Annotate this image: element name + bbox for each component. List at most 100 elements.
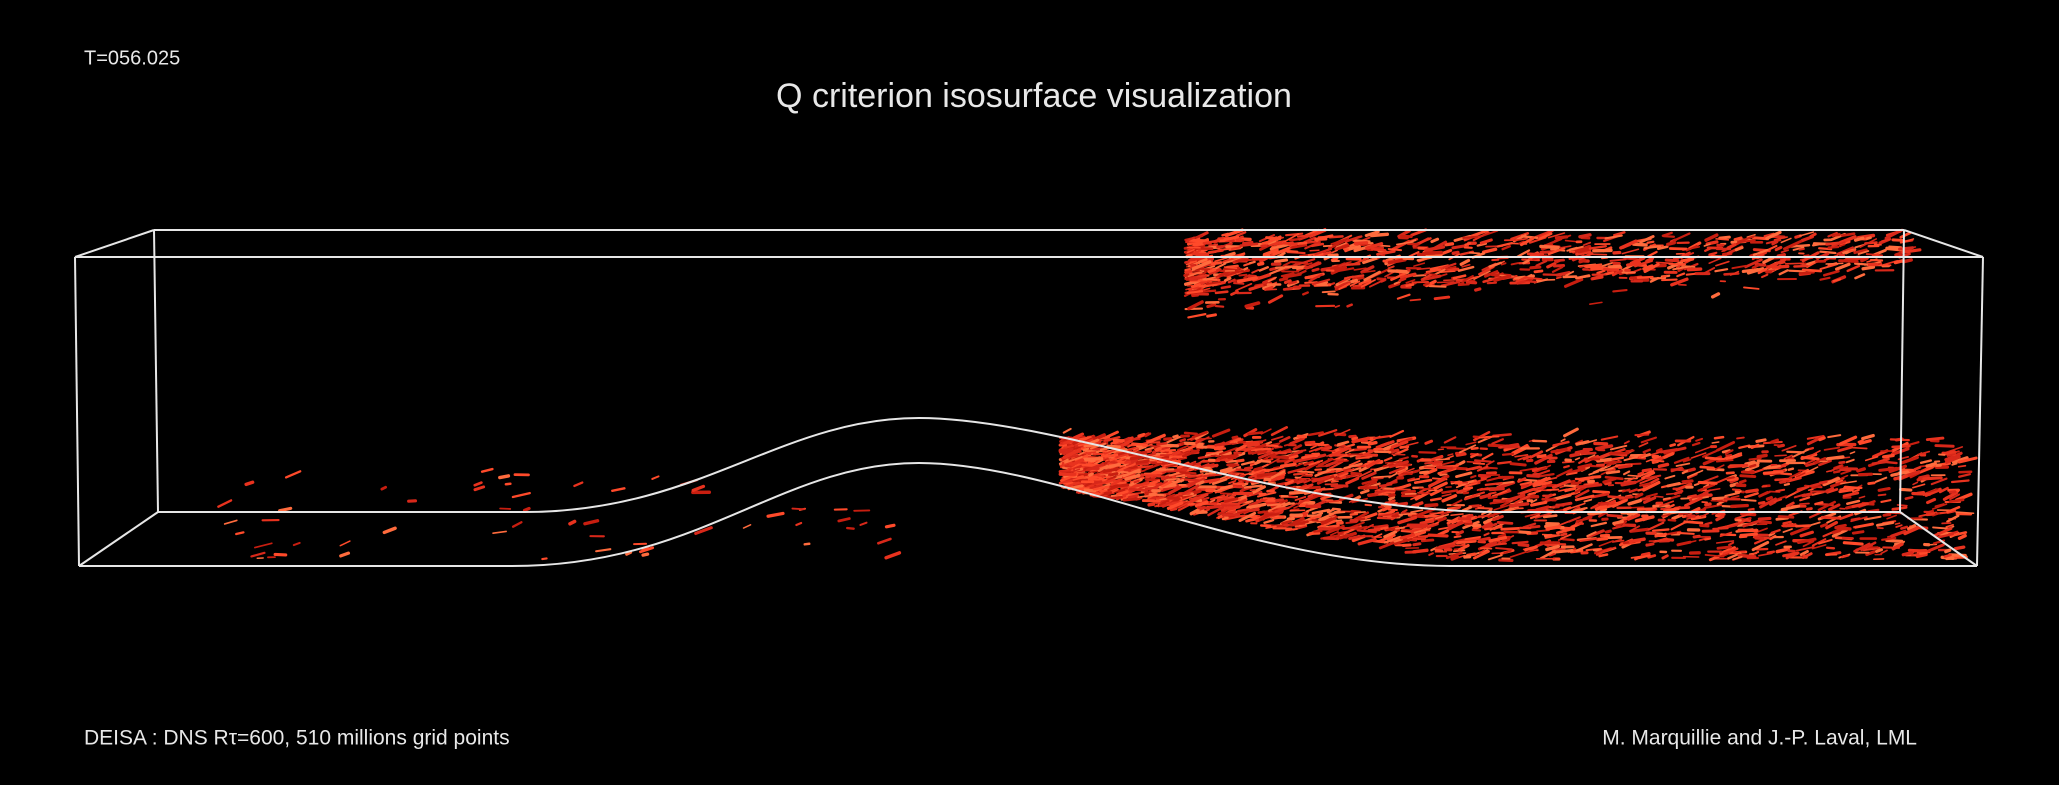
vortex bbox=[1807, 509, 1811, 510]
vortex bbox=[1827, 548, 1834, 549]
vortex bbox=[1267, 459, 1273, 460]
vortex bbox=[1903, 553, 1912, 555]
vortex bbox=[1666, 260, 1678, 261]
vortex bbox=[1481, 495, 1489, 497]
vortex bbox=[1460, 462, 1464, 464]
vortex bbox=[1139, 435, 1144, 436]
vortex bbox=[1773, 266, 1788, 267]
vortex bbox=[1727, 455, 1731, 456]
vortex bbox=[1959, 466, 1966, 467]
vortex bbox=[1234, 484, 1244, 485]
vortex bbox=[1502, 528, 1519, 529]
vortex bbox=[1350, 436, 1356, 437]
vortex bbox=[1776, 247, 1781, 249]
vortex bbox=[1229, 473, 1244, 474]
vortex bbox=[1800, 249, 1804, 250]
vortex bbox=[1822, 517, 1838, 518]
vortex bbox=[1436, 459, 1449, 460]
vortex bbox=[1682, 259, 1693, 261]
vortex bbox=[1489, 445, 1505, 446]
vortex bbox=[1453, 252, 1458, 253]
vortex bbox=[1828, 457, 1843, 459]
vortex bbox=[1913, 494, 1930, 495]
vortex bbox=[1942, 557, 1953, 558]
vortex bbox=[1767, 498, 1771, 499]
vortex bbox=[1094, 454, 1103, 455]
vortex bbox=[1618, 271, 1622, 273]
vortex bbox=[1222, 287, 1230, 288]
vortex bbox=[1610, 266, 1620, 267]
vortex bbox=[1749, 509, 1754, 510]
vortex bbox=[1351, 514, 1357, 515]
vortex bbox=[1473, 525, 1479, 526]
vortex bbox=[1678, 533, 1694, 534]
vortex bbox=[1668, 243, 1674, 245]
vortex bbox=[1594, 491, 1609, 492]
vortex bbox=[1288, 519, 1293, 520]
vortex bbox=[1718, 547, 1731, 548]
vortex bbox=[1705, 539, 1710, 540]
vortex bbox=[1135, 481, 1139, 482]
vortex bbox=[1858, 469, 1864, 471]
vortex bbox=[1544, 516, 1556, 517]
vortex bbox=[1950, 492, 1955, 493]
vortex bbox=[1424, 253, 1442, 254]
vortex bbox=[1607, 472, 1619, 473]
vortex bbox=[1085, 445, 1096, 446]
vortex bbox=[1528, 476, 1539, 477]
vortex bbox=[1759, 518, 1770, 519]
vortex bbox=[1480, 538, 1489, 540]
vortex bbox=[1852, 518, 1860, 519]
vortex bbox=[1491, 503, 1495, 504]
vortex bbox=[1414, 470, 1419, 472]
vortex bbox=[1457, 541, 1475, 543]
vortex bbox=[1899, 248, 1912, 249]
vortex bbox=[1352, 473, 1361, 474]
vortex bbox=[1226, 253, 1234, 255]
vortex bbox=[1875, 244, 1881, 245]
vortex bbox=[1417, 268, 1429, 269]
vortex bbox=[1885, 462, 1896, 463]
vortex bbox=[1498, 522, 1512, 523]
vortex bbox=[1563, 539, 1573, 540]
vortex bbox=[1779, 517, 1793, 518]
vortex bbox=[1741, 476, 1755, 477]
vortex bbox=[1687, 274, 1695, 275]
vortex bbox=[1564, 466, 1569, 467]
vortex bbox=[1598, 538, 1607, 539]
vortex bbox=[1223, 234, 1228, 235]
vortex bbox=[1190, 278, 1199, 279]
vortex bbox=[1891, 439, 1909, 440]
vortex bbox=[1303, 512, 1307, 514]
vortex bbox=[1157, 443, 1165, 444]
vortex bbox=[1950, 500, 1963, 502]
vortex bbox=[1632, 507, 1644, 508]
vortex bbox=[1238, 460, 1243, 461]
vortex bbox=[1298, 471, 1314, 472]
vortex bbox=[1511, 504, 1528, 506]
vortex bbox=[1130, 489, 1147, 491]
vortex bbox=[1519, 545, 1528, 546]
vortex bbox=[1706, 523, 1712, 525]
vortex bbox=[1735, 238, 1741, 240]
vortex bbox=[1194, 244, 1202, 245]
vortex bbox=[1133, 444, 1147, 445]
vortex bbox=[1431, 499, 1441, 501]
vortex bbox=[1873, 462, 1885, 464]
vortex bbox=[1586, 485, 1600, 487]
vortex bbox=[1239, 275, 1246, 276]
vortex bbox=[1669, 264, 1685, 265]
vortex bbox=[1241, 244, 1257, 246]
vortex bbox=[1229, 507, 1239, 509]
vortex bbox=[1317, 285, 1327, 286]
vortex bbox=[1879, 495, 1886, 496]
vortex bbox=[1392, 454, 1405, 455]
vortex bbox=[1350, 247, 1359, 249]
vortex bbox=[886, 525, 894, 527]
vortex bbox=[1177, 475, 1185, 476]
vortex bbox=[1760, 522, 1771, 523]
vortex bbox=[1426, 505, 1437, 506]
title: Q criterion isosurface visualization bbox=[776, 77, 1292, 115]
vortex bbox=[1414, 550, 1427, 552]
vortex bbox=[1180, 472, 1195, 473]
